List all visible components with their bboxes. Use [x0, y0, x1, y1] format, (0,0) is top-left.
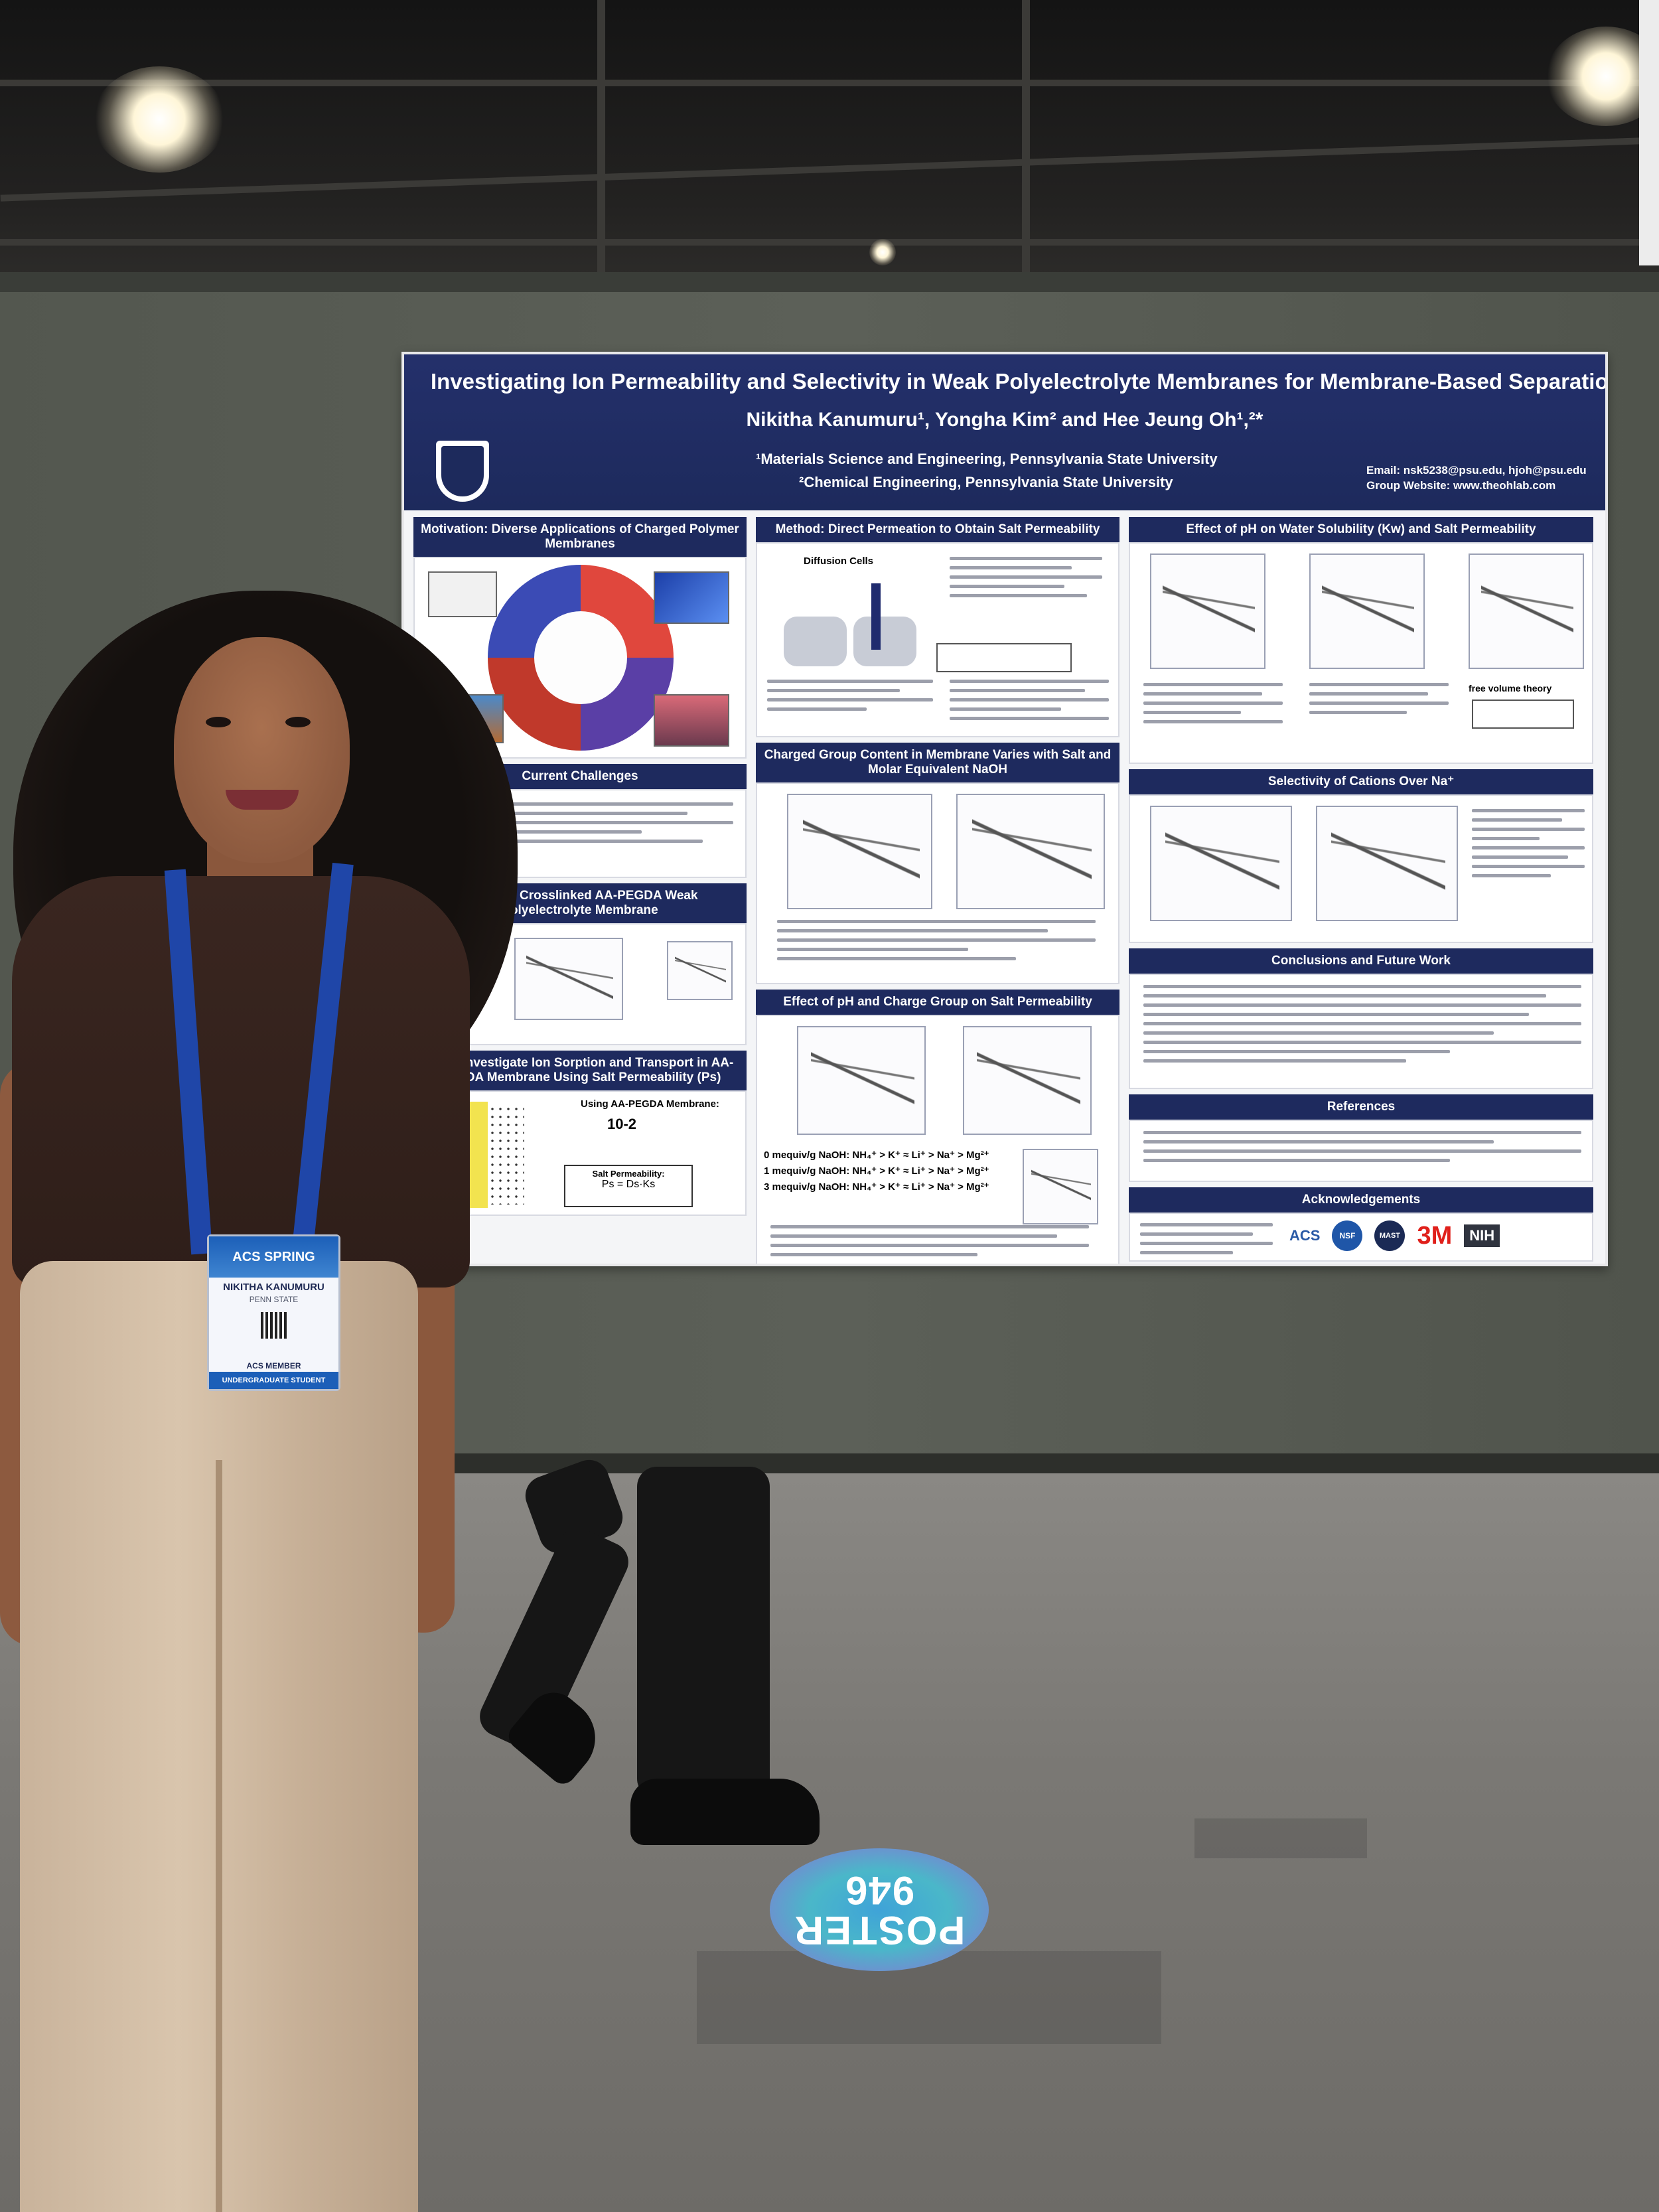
- cooh-absorbance-plot: [787, 794, 932, 909]
- section-heading: References: [1129, 1094, 1593, 1120]
- person-smile: [226, 790, 299, 810]
- ceiling-beam: [597, 0, 605, 292]
- passerby-leg: [637, 1467, 770, 1799]
- poster-title: Investigating Ion Permeability and Selec…: [431, 369, 1608, 394]
- mast-logo: MAST: [1374, 1220, 1406, 1251]
- badge-school: PENN STATE: [249, 1295, 299, 1304]
- diffusion-cells-label: Diffusion Cells: [804, 555, 874, 567]
- conductivity-probe: [871, 583, 881, 650]
- penn-state-logo: [436, 441, 489, 502]
- membrane-photo: [667, 941, 733, 1000]
- goal-membrane-label: Using AA-PEGDA Membrane:: [581, 1098, 719, 1110]
- section-heading: Motivation: Diverse Applications of Char…: [413, 517, 747, 557]
- mining-photo: [654, 694, 729, 747]
- person-face: [174, 637, 350, 863]
- order-1-mequiv: 1 mequiv/g NaOH: NH₄⁺ > K⁺ ≈ Li⁺ > Na⁺ >…: [764, 1165, 989, 1177]
- nih-logo: NIH: [1464, 1224, 1500, 1247]
- badge-event: ACS SPRING: [209, 1236, 338, 1278]
- free-volume-equation: [1472, 700, 1574, 729]
- section-heading: Effect of pH and Charge Group on Salt Pe…: [756, 990, 1119, 1015]
- ceiling-beam: [1022, 0, 1030, 292]
- section-heading: Effect of pH on Water Solubility (Kw) an…: [1129, 517, 1593, 542]
- passerby-shoe: [630, 1779, 820, 1845]
- ceiling-truss: [0, 239, 1659, 246]
- ceiling-light: [93, 66, 226, 173]
- selectivity-vs-inverse-kw-plot: [1316, 806, 1458, 921]
- salt-permeability-box: Salt Permeability: Ps = Ds·Ks: [564, 1165, 693, 1207]
- person-pants-seam: [216, 1460, 222, 2212]
- ceiling-truss: [0, 137, 1659, 202]
- receiver-cell: [853, 617, 916, 666]
- ph-effect-section: 0 mequiv/g NaOH: NH₄⁺ > K⁺ ≈ Li⁺ > Na⁺ >…: [756, 1015, 1119, 1264]
- sponsor-logos: ACS NSF MAST 3M NIH: [1289, 1220, 1500, 1251]
- section-heading: Selectivity of Cations Over Na⁺: [1129, 769, 1593, 794]
- floor-shadow: [697, 1951, 1161, 2044]
- conclusions-section: [1129, 974, 1593, 1089]
- badge-membership: ACS MEMBER: [246, 1361, 301, 1370]
- person-eye: [285, 717, 311, 727]
- donor-cell: [784, 617, 847, 666]
- selectivity-section: [1129, 794, 1593, 943]
- poster-affiliation: ¹Materials Science and Engineering, Penn…: [756, 451, 1218, 467]
- ceiling-light: [869, 239, 896, 265]
- goal-membrane-id: 10-2: [607, 1116, 637, 1132]
- order-3-mequiv: 3 mequiv/g NaOH: NH₄⁺ > K⁺ ≈ Li⁺ > Na⁺ >…: [764, 1181, 989, 1193]
- applications-wheel: [488, 565, 674, 751]
- section-heading: Method: Direct Permeation to Obtain Salt…: [756, 517, 1119, 542]
- 3m-logo: 3M: [1417, 1221, 1453, 1250]
- name-badge: ACS SPRING NIKITHA KANUMURU PENN STATE A…: [207, 1234, 340, 1391]
- ps-vs-inverse-kw-plot: [1469, 553, 1584, 669]
- water-solubility-section: free volume theory: [1129, 542, 1593, 764]
- acs-logo: ACS: [1289, 1227, 1321, 1244]
- poster-header: Investigating Ion Permeability and Selec…: [404, 354, 1605, 510]
- ps-equation: Ps = Ds·Ks: [601, 1179, 656, 1190]
- person-shirt: [12, 876, 470, 1288]
- permeability-equation: [936, 643, 1072, 672]
- references-section: [1129, 1120, 1593, 1182]
- badge-category: UNDERGRADUATE STUDENT: [209, 1372, 338, 1389]
- ps-vs-naoh-plot: [797, 1026, 926, 1135]
- floor-shadow: [1194, 1818, 1367, 1858]
- poster-number-floor-sticker: POSTER 946: [770, 1848, 989, 1971]
- side-wall-panel: [1639, 0, 1659, 265]
- kw-vs-ph-plot: [1150, 553, 1265, 669]
- poster-email: Email: nsk5238@psu.edu, hjoh@psu.edu: [1366, 464, 1587, 477]
- acknowledgements-section: ACS NSF MAST 3M NIH: [1129, 1213, 1593, 1262]
- poster-website: Group Website: www.theohlab.com: [1366, 479, 1556, 492]
- poster-column-middle: Method: Direct Permeation to Obtain Salt…: [756, 517, 1119, 1264]
- salt-permeability-label: Salt Permeability:: [592, 1169, 665, 1179]
- ps-vs-kw-plot: [1309, 553, 1425, 669]
- badge-name: NIKITHA KANUMURU: [223, 1282, 325, 1293]
- order-0-mequiv: 0 mequiv/g NaOH: NH₄⁺ > K⁺ ≈ Li⁺ > Na⁺ >…: [764, 1149, 989, 1161]
- poster-affiliation: ²Chemical Engineering, Pennsylvania Stat…: [799, 474, 1173, 490]
- section-heading: Conclusions and Future Work: [1129, 948, 1593, 974]
- selectivity-vs-ph-plot: [1150, 806, 1292, 921]
- water-photo: [654, 571, 729, 624]
- ph-vs-naoh-plot: [956, 794, 1105, 909]
- poster-authors: Nikitha Kanumuru¹, Yongha Kim² and Hee J…: [746, 409, 1263, 431]
- person-eye: [206, 717, 231, 727]
- battery-photo: [428, 571, 497, 617]
- section-heading: Acknowledgements: [1129, 1187, 1593, 1213]
- nsf-logo: NSF: [1332, 1220, 1363, 1251]
- poster-number-text: POSTER 946: [793, 1868, 966, 1953]
- convention-hall-ceiling: [0, 0, 1659, 292]
- method-section: Diffusion Cells: [756, 542, 1119, 737]
- ceiling-truss: [0, 80, 1659, 86]
- crystal-radius-plot: [1023, 1149, 1098, 1224]
- badge-qr-code: [260, 1312, 287, 1339]
- charged-group-section: [756, 782, 1119, 984]
- research-poster: Investigating Ion Permeability and Selec…: [401, 352, 1608, 1266]
- section-heading: Charged Group Content in Membrane Varies…: [756, 743, 1119, 782]
- network-diagram: [514, 938, 623, 1020]
- free-volume-label: free volume theory: [1469, 683, 1552, 694]
- ps-vs-ph-plot: [963, 1026, 1092, 1135]
- poster-column-right: Effect of pH on Water Solubility (Kw) an…: [1129, 517, 1593, 1262]
